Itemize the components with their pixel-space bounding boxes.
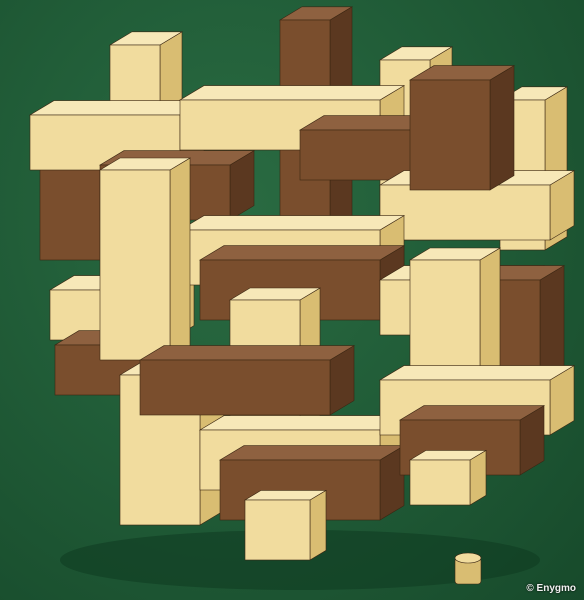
copyright-credit: © Enygmo <box>526 583 576 594</box>
wood-bar-upper-5 <box>408 65 516 191</box>
wood-post-bottom <box>243 489 328 561</box>
small-wooden-peg <box>454 552 482 585</box>
wood-bar-lower-1 <box>138 345 356 416</box>
wood-post-front-0 <box>98 157 192 361</box>
wood-post-bottom-right <box>408 449 488 506</box>
